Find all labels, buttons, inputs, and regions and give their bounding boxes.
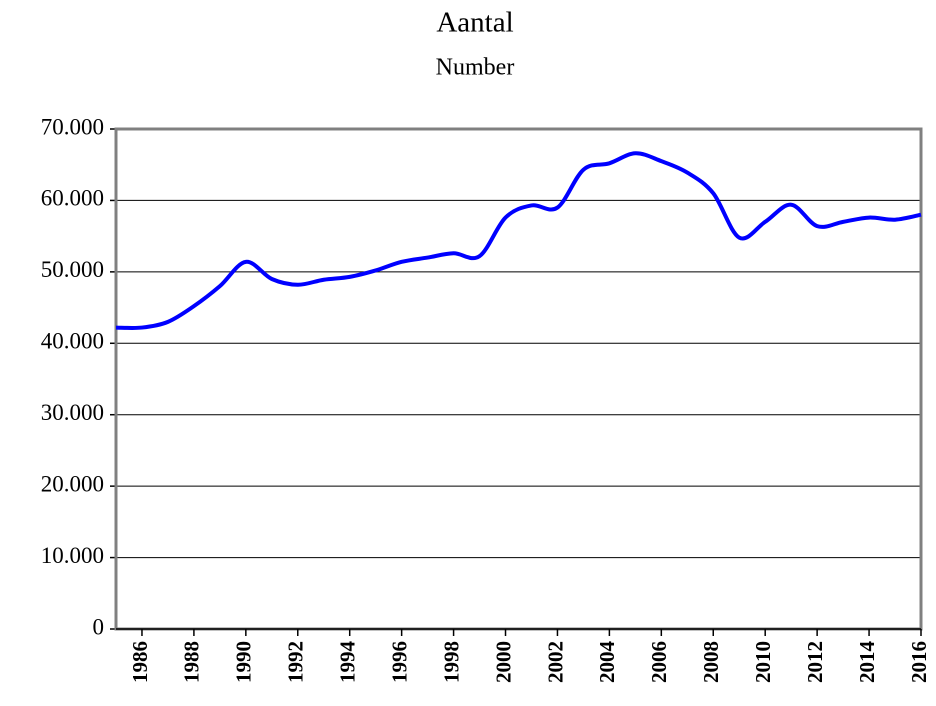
y-tick-label: 20.000: [41, 471, 104, 496]
y-tick-label: 10.000: [41, 543, 104, 568]
y-tick-label: 0: [93, 614, 105, 639]
y-tick-label: 40.000: [41, 329, 104, 354]
chart-title: Aantal: [436, 7, 513, 39]
x-tick-label: 2002: [543, 641, 567, 683]
x-tick-label: 2004: [595, 641, 619, 684]
x-tick-label: 2008: [699, 641, 723, 683]
x-tick-label: 2016: [907, 641, 931, 683]
y-tick-label: 60.000: [41, 186, 104, 211]
data-line: [115, 151, 922, 330]
x-tick-label: 1992: [284, 641, 308, 683]
x-tick-label: 1990: [232, 641, 256, 683]
y-tick-label: 70.000: [41, 114, 104, 139]
x-tick-label: 2010: [751, 641, 775, 683]
x-tick-label: 2014: [855, 641, 879, 684]
x-tick-label: 2012: [803, 641, 827, 683]
chart-subtitle: Number: [436, 55, 515, 81]
y-tick-label: 30.000: [41, 400, 104, 425]
y-tick-label: 50.000: [41, 257, 104, 282]
x-tick-label: 1994: [336, 641, 360, 684]
x-tick-label: 1988: [180, 641, 204, 683]
x-tick-label: 1986: [128, 641, 152, 683]
x-tick-label: 1996: [387, 641, 411, 683]
plot-frame: [114, 127, 923, 631]
x-tick-label: 2000: [491, 641, 515, 683]
x-tick-label: 1998: [439, 641, 463, 683]
x-tick-label: 2006: [647, 641, 671, 683]
